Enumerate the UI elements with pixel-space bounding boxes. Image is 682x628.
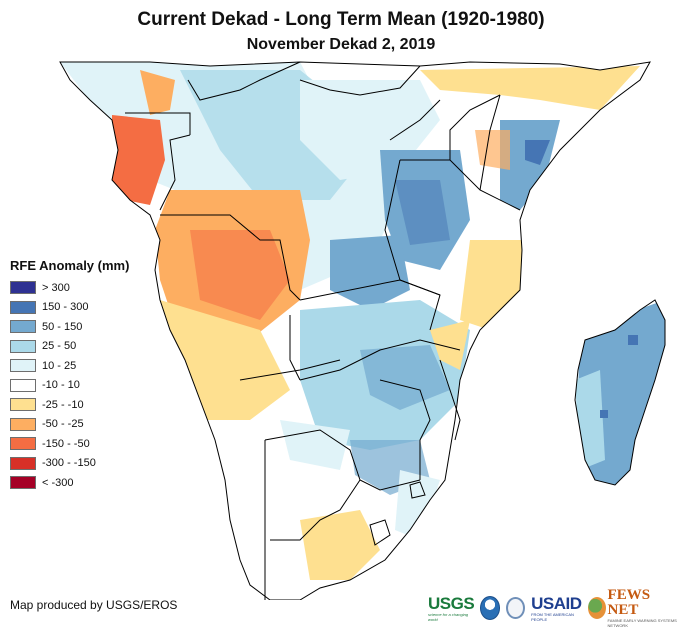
- anomaly-map: [59, 61, 666, 600]
- legend-swatch: [10, 359, 36, 373]
- usgs-logo: USGS science for a changing world: [428, 593, 475, 622]
- legend-label: < -300: [42, 476, 74, 489]
- legend-label: -300 - -150: [42, 457, 96, 470]
- usaid-wordmark: USAID: [531, 593, 582, 613]
- legend-label: -10 - 10: [42, 379, 80, 392]
- legend-swatch: [10, 320, 36, 334]
- fews-net-logo: FEWS NET FAMINE EARLY WARNING SYSTEMS NE…: [587, 587, 682, 628]
- country-borders: [59, 61, 666, 600]
- legend-swatch: [10, 339, 36, 353]
- legend-item: -10 - 10: [10, 376, 129, 396]
- legend-label: -25 - -10: [42, 398, 84, 411]
- legend-label: > 300: [42, 281, 70, 294]
- usaid-logo: USAID FROM THE AMERICAN PEOPLE: [531, 593, 582, 622]
- legend-swatch: [10, 398, 36, 412]
- noaa-logo-icon: [480, 596, 501, 620]
- legend-item: -25 - -10: [10, 395, 129, 415]
- legend-title: RFE Anomaly (mm): [10, 258, 130, 273]
- legend-item: -50 - -25: [10, 415, 129, 435]
- legend-label: 10 - 25: [42, 359, 77, 372]
- map-title: Current Dekad - Long Term Mean (1920-198…: [137, 9, 545, 30]
- legend-label: -50 - -25: [42, 418, 84, 431]
- globe-icon: [587, 597, 606, 619]
- legend-label: 50 - 150: [42, 320, 83, 333]
- legend-item: 50 - 150: [10, 317, 129, 337]
- legend-swatch: [10, 476, 36, 490]
- legend-swatch: [10, 456, 36, 470]
- legend-item: -300 - -150: [10, 454, 129, 474]
- legend-item: > 300: [10, 278, 129, 298]
- usaid-seal-icon: [506, 597, 526, 619]
- legend-item: -150 - -50: [10, 434, 129, 454]
- legend-swatch: [10, 437, 36, 451]
- legend-item: 25 - 50: [10, 337, 129, 357]
- logos: USGS science for a changing world USAID …: [428, 588, 682, 628]
- legend-swatch: [10, 281, 36, 295]
- legend-label: 150 - 300: [42, 301, 89, 314]
- usgs-tagline: science for a changing world: [428, 611, 469, 622]
- legend-swatch: [10, 378, 36, 392]
- legend: RFE Anomaly (mm) > 300 150 - 300 50 - 150 2…: [10, 258, 129, 493]
- legend-item: < -300: [10, 473, 129, 493]
- fews-tagline: FAMINE EARLY WARNING SYSTEMS NETWORK: [607, 618, 677, 628]
- fews-wordmark: FEWS NET: [607, 587, 651, 618]
- legend-item: 10 - 25: [10, 356, 129, 376]
- usgs-wordmark: USGS: [428, 593, 475, 613]
- legend-label: -150 - -50: [42, 437, 90, 450]
- map-subtitle: November Dekad 2, 2019: [246, 36, 436, 53]
- legend-item: 150 - 300: [10, 298, 129, 318]
- legend-label: 25 - 50: [42, 340, 77, 353]
- legend-swatch: [10, 300, 36, 314]
- legend-swatch: [10, 417, 36, 431]
- usaid-tagline: FROM THE AMERICAN PEOPLE: [531, 611, 574, 622]
- map-credit: Map produced by USGS/EROS: [10, 598, 178, 612]
